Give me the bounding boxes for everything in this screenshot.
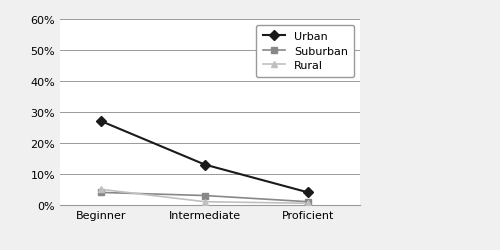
Rural <box>98 188 104 191</box>
Suburban <box>202 194 208 197</box>
Urban <box>306 191 312 194</box>
Suburban <box>306 200 312 203</box>
Urban <box>202 164 208 166</box>
Urban <box>98 120 104 123</box>
Legend: Urban, Suburban, Rural: Urban, Suburban, Rural <box>256 26 354 78</box>
Rural <box>306 202 312 205</box>
Line: Suburban: Suburban <box>98 189 312 206</box>
Suburban <box>98 191 104 194</box>
Line: Urban: Urban <box>98 118 312 196</box>
Rural <box>202 200 208 203</box>
Line: Rural: Rural <box>98 186 312 207</box>
